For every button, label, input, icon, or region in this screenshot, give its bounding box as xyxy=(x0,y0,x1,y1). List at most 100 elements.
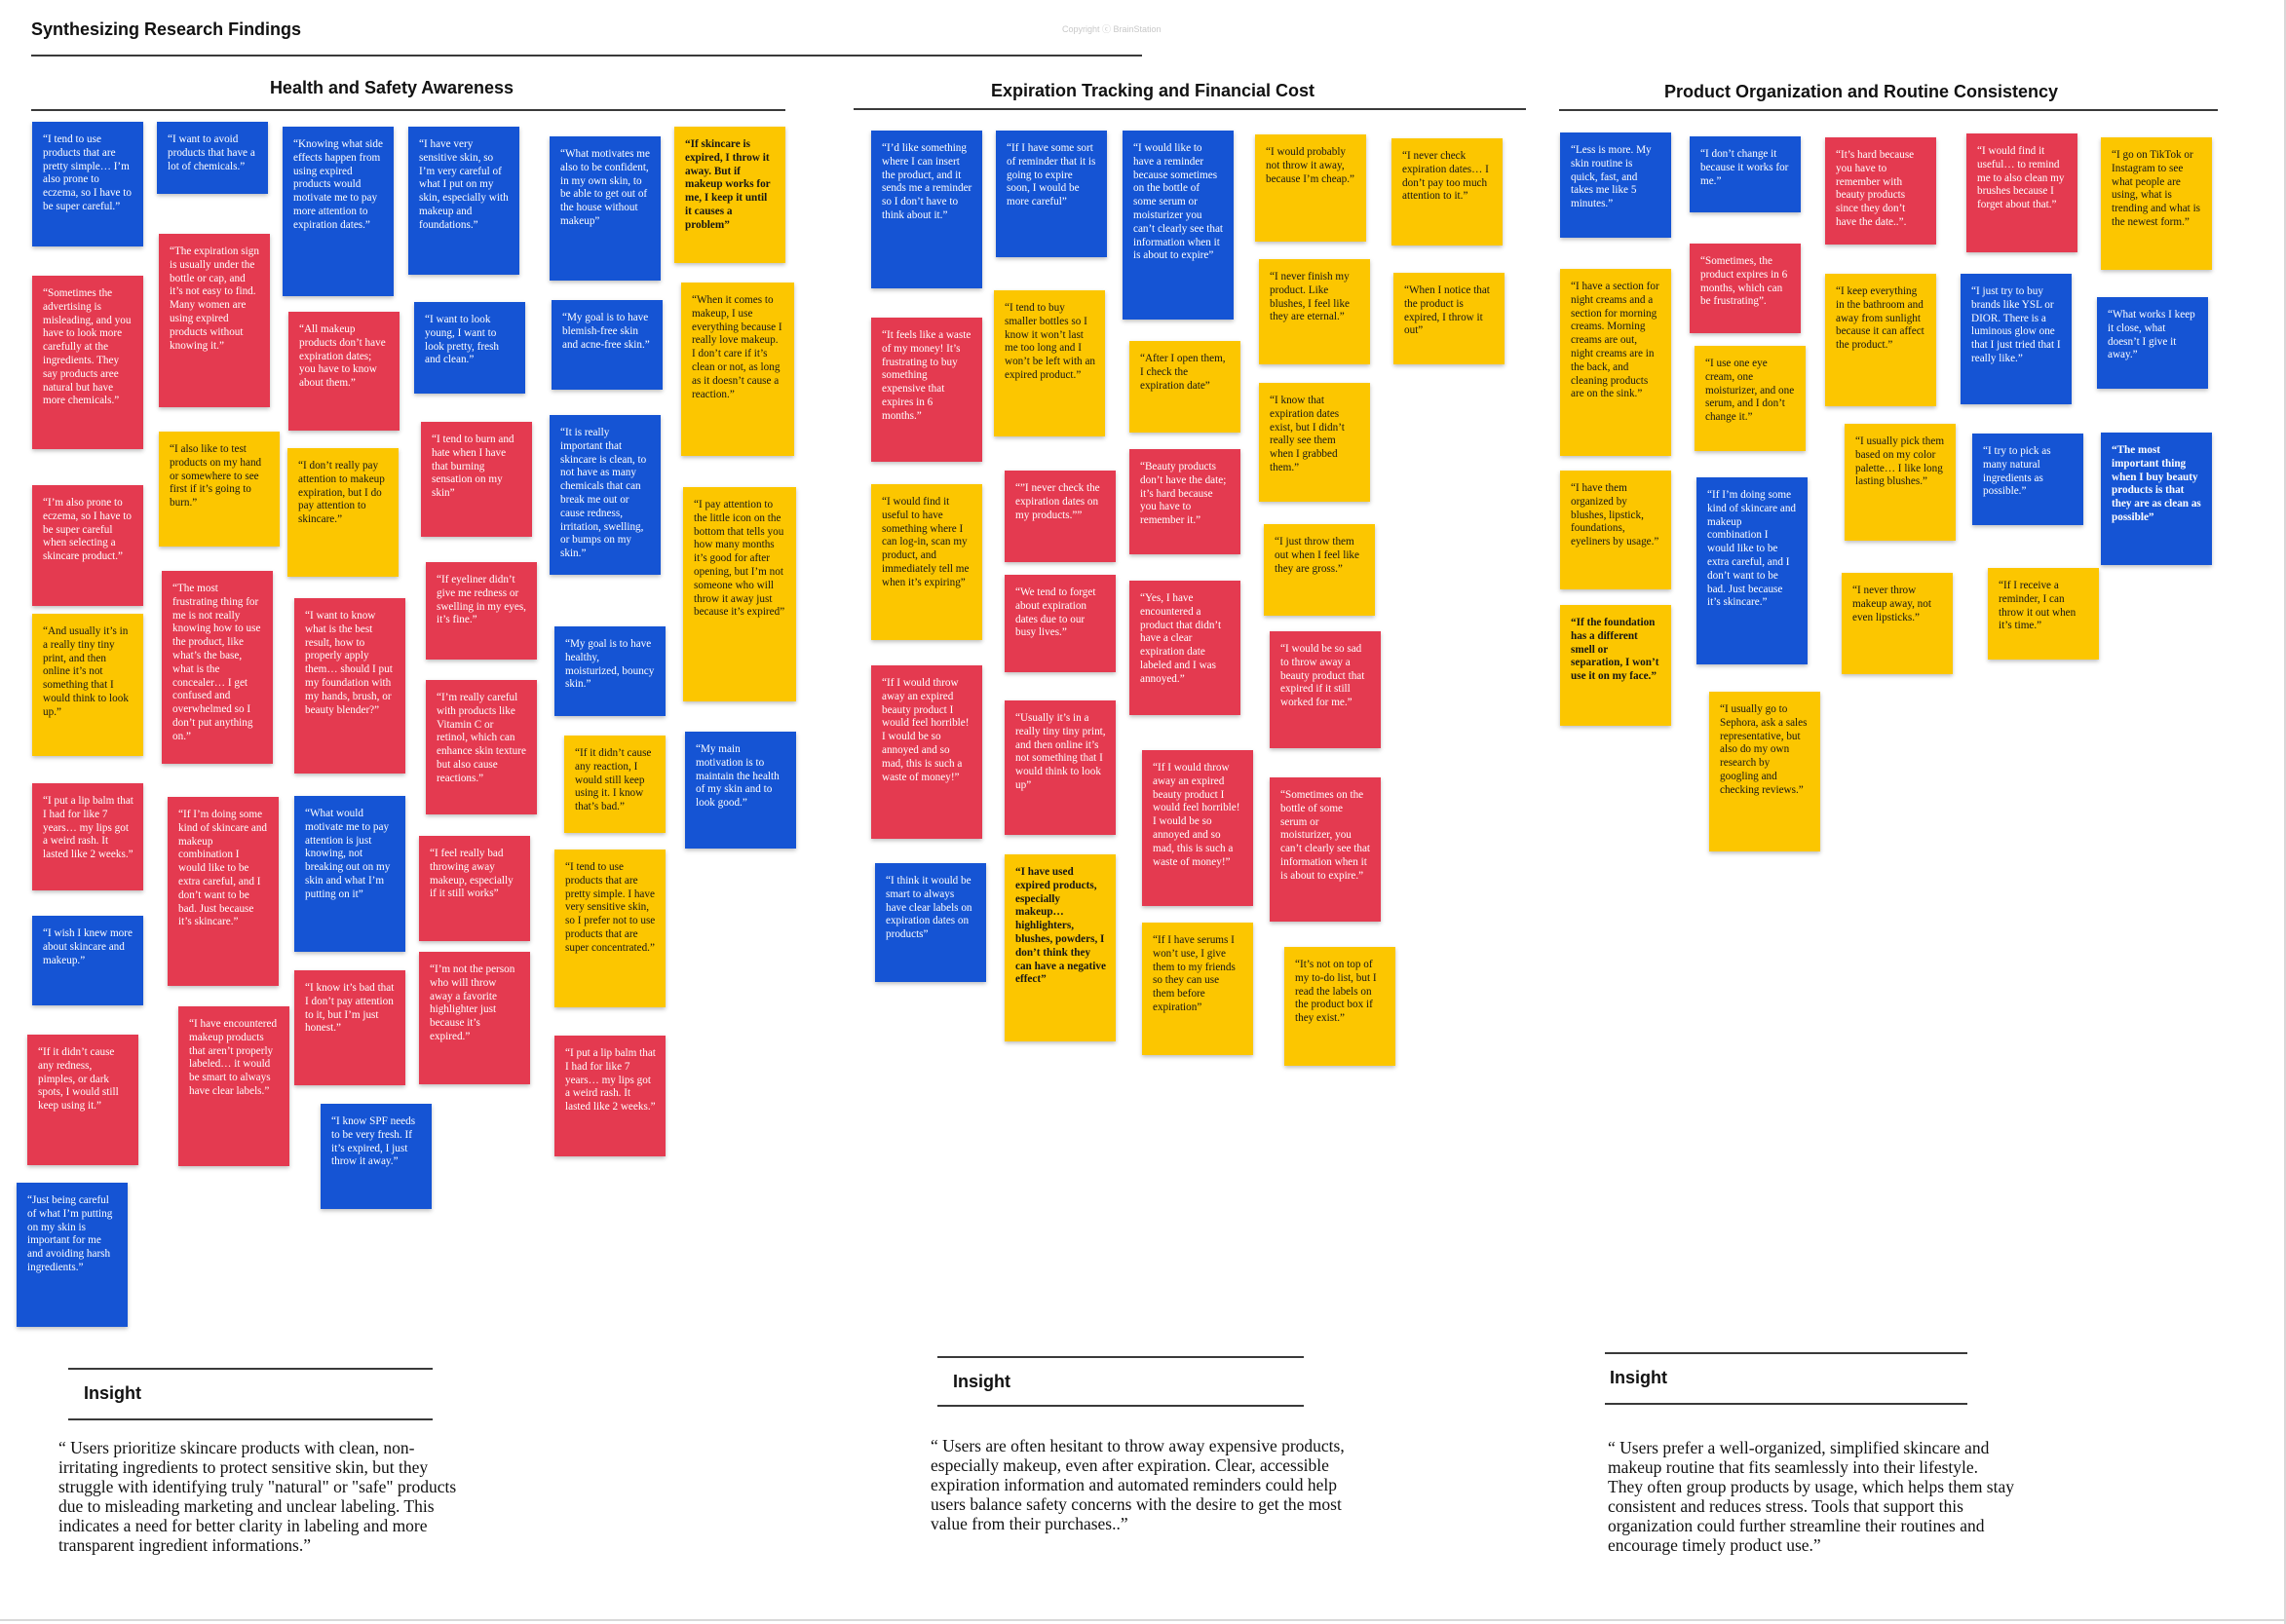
sticky-note[interactable]: “What works I keep it close, what doesn’… xyxy=(2097,297,2208,389)
sticky-note[interactable]: “Knowing what side effects happen from u… xyxy=(283,127,394,296)
sticky-note[interactable]: “Just being careful of what I’m putting … xyxy=(17,1183,128,1327)
sticky-note[interactable]: “All makeup products don’t have expirati… xyxy=(288,312,400,431)
sticky-note[interactable]: “The most frustrating thing for me is no… xyxy=(162,571,273,764)
sticky-note[interactable]: “I’d like something where I can insert t… xyxy=(871,131,982,288)
sticky-note[interactable]: “I have used expired products, especiall… xyxy=(1005,854,1116,1041)
section-title-organization: Product Organization and Routine Consist… xyxy=(1663,82,2059,101)
sticky-note[interactable]: “Less is more. My skin routine is quick,… xyxy=(1560,132,1671,238)
insight-divider-top xyxy=(1605,1352,1967,1354)
sticky-note[interactable]: “It is really important that skincare is… xyxy=(550,415,661,575)
sticky-note[interactable]: “I have a section for night creams and a… xyxy=(1560,269,1671,456)
sticky-note[interactable]: “If it didn’t cause any reaction, I woul… xyxy=(564,736,666,833)
page-title: Synthesizing Research Findings xyxy=(31,19,302,39)
sticky-note[interactable]: “Sometimes the advertising is misleading… xyxy=(32,276,143,449)
sticky-note[interactable]: “I have very sensitive skin, so I’m very… xyxy=(408,127,519,275)
sticky-note[interactable]: “I keep everything in the bathroom and a… xyxy=(1825,274,1936,406)
sticky-note[interactable]: “I try to pick as many natural ingredien… xyxy=(1972,434,2083,525)
sticky-note[interactable]: “I don’t change it because it works for … xyxy=(1690,136,1801,212)
section-divider-organization xyxy=(1559,109,2218,111)
sticky-note[interactable]: “I just try to buy brands like YSL or DI… xyxy=(1961,274,2072,404)
section-title-health-safety: Health and Safety Awareness xyxy=(269,78,514,97)
sticky-note[interactable]: “If I would throw away an expired beauty… xyxy=(871,665,982,839)
sticky-note[interactable]: “I know that expiration dates exist, but… xyxy=(1259,383,1370,502)
sticky-note[interactable]: “I would find it useful… to remind me to… xyxy=(1966,133,2077,252)
sticky-note[interactable]: “Yes, I have encountered a product that … xyxy=(1129,581,1240,715)
insight-label: Insight xyxy=(953,1372,1010,1391)
sticky-note[interactable]: “If I would throw away an expired beauty… xyxy=(1142,750,1253,906)
sticky-note[interactable]: “I tend to use products that are pretty … xyxy=(554,850,666,1007)
sticky-note[interactable]: “We tend to forget about expiration date… xyxy=(1005,575,1116,672)
sticky-note[interactable]: “I don’t really pay attention to makeup … xyxy=(287,448,399,577)
sticky-note[interactable]: “Usually it’s in a really tiny tiny prin… xyxy=(1005,700,1116,835)
sticky-note[interactable]: “I pay attention to the little icon on t… xyxy=(683,487,796,701)
sticky-note[interactable]: “I would like to have a reminder because… xyxy=(1123,131,1234,320)
sticky-note[interactable]: “And usually it’s in a really tiny tiny … xyxy=(32,614,143,756)
sticky-note[interactable]: “I’m really careful with products like V… xyxy=(426,680,537,814)
sticky-note[interactable]: “If I have some sort of reminder that it… xyxy=(996,131,1107,257)
sticky-note[interactable]: “I go on TikTok or Instagram to see what… xyxy=(2101,137,2212,270)
sticky-note[interactable]: “If I’m doing some kind of skincare and … xyxy=(168,797,279,986)
sticky-note[interactable]: “I never check expiration dates… I don’t… xyxy=(1391,138,1503,245)
sticky-note[interactable]: “It feels like a waste of my money! It’s… xyxy=(871,318,982,462)
insight-divider-bottom xyxy=(68,1418,433,1420)
sticky-note[interactable]: “My main motivation is to maintain the h… xyxy=(685,732,796,849)
sticky-note[interactable]: “I would be so sad to throw away a beaut… xyxy=(1270,631,1381,748)
sticky-note[interactable]: “If it didn’t cause any redness, pimples… xyxy=(27,1035,138,1165)
insight-text-health-safety: “ Users prioritize skincare products wit… xyxy=(58,1438,457,1555)
sticky-note[interactable]: “I put a lip balm that I had for like 7 … xyxy=(554,1036,666,1156)
sticky-note[interactable]: “The most important thing when I buy bea… xyxy=(2101,433,2212,565)
sticky-note[interactable]: “I use one eye cream, one moisturizer, a… xyxy=(1695,346,1806,451)
sticky-note[interactable]: “I would probably not throw it away, bec… xyxy=(1255,134,1366,242)
sticky-note[interactable]: “Sometimes, the product expires in 6 mon… xyxy=(1690,244,1801,333)
sticky-note[interactable]: “If skincare is expired, I throw it away… xyxy=(674,127,785,263)
sticky-note[interactable]: “When it comes to makeup, I use everythi… xyxy=(681,283,794,456)
sticky-note[interactable]: “I want to avoid products that have a lo… xyxy=(157,122,268,194)
insight-divider-top xyxy=(937,1356,1304,1358)
sticky-note[interactable]: “I have encountered makeup products that… xyxy=(178,1006,289,1166)
sticky-note[interactable]: “I just throw them out when I feel like … xyxy=(1264,524,1375,616)
sticky-note[interactable]: “I wish I knew more about skincare and m… xyxy=(32,916,143,1005)
sticky-note[interactable]: “I also like to test products on my hand… xyxy=(159,432,280,547)
sticky-note[interactable]: “What would motivate me to pay attention… xyxy=(294,796,405,952)
sticky-note[interactable]: “I tend to use products that are pretty … xyxy=(32,122,143,246)
sticky-note[interactable]: “When I notice that the product is expir… xyxy=(1393,273,1505,364)
sticky-note[interactable]: “I want to know what is the best result,… xyxy=(294,598,405,774)
sticky-note[interactable]: “My goal is to have healthy, moisturized… xyxy=(554,626,666,716)
sticky-note[interactable]: “If the foundation has a different smell… xyxy=(1560,605,1671,726)
sticky-note[interactable]: “My goal is to have blemish-free skin an… xyxy=(552,300,663,390)
sticky-note[interactable]: “”I never check the expiration dates on … xyxy=(1005,471,1116,562)
copyright-watermark: Copyright ⓒ BrainStation xyxy=(1062,24,1162,34)
sticky-note[interactable]: “I usually go to Sephora, ask a sales re… xyxy=(1709,692,1820,851)
sticky-note[interactable]: “If eyeliner didn’t give me redness or s… xyxy=(426,562,537,660)
title-divider xyxy=(31,55,1142,57)
sticky-note[interactable]: “I know it’s bad that I don’t pay attent… xyxy=(294,970,405,1085)
section-divider-health-safety xyxy=(31,109,785,111)
sticky-note[interactable]: “I think it would be smart to always hav… xyxy=(875,863,986,982)
sticky-note[interactable]: “The expiration sign is usually under th… xyxy=(159,234,270,407)
sticky-note[interactable]: “I never finish my product. Like blushes… xyxy=(1259,259,1370,364)
sticky-note[interactable]: “If I’m doing some kind of skincare and … xyxy=(1696,477,1808,664)
board-edge xyxy=(2284,0,2286,1624)
section-title-expiration: Expiration Tracking and Financial Cost xyxy=(990,81,1315,100)
sticky-note[interactable]: “I feel really bad throwing away makeup,… xyxy=(419,836,530,941)
sticky-note[interactable]: “If I receive a reminder, I can throw it… xyxy=(1988,568,2099,660)
sticky-note[interactable]: “What motivates me also to be confident,… xyxy=(550,136,661,281)
sticky-note[interactable]: “I have them organized by blushes, lipst… xyxy=(1560,471,1671,589)
sticky-note[interactable]: “After I open them, I check the expirati… xyxy=(1129,341,1240,433)
sticky-note[interactable]: “It’s not on top of my to-do list, but I… xyxy=(1284,947,1395,1066)
sticky-note[interactable]: “I’m also prone to eczema, so I have to … xyxy=(32,485,143,606)
sticky-note[interactable]: “I put a lip balm that I had for like 7 … xyxy=(32,783,143,890)
sticky-note[interactable]: “I tend to burn and hate when I have tha… xyxy=(421,422,532,537)
sticky-note[interactable]: “I tend to buy smaller bottles so I know… xyxy=(994,290,1105,436)
sticky-note[interactable]: “I never throw makeup away, not even lip… xyxy=(1842,573,1953,674)
sticky-note[interactable]: “I usually pick them based on my color p… xyxy=(1845,424,1956,541)
sticky-note[interactable]: “Beauty products don’t have the date; it… xyxy=(1129,449,1240,554)
sticky-note[interactable]: “If I have serums I won’t use, I give th… xyxy=(1142,923,1253,1055)
sticky-note[interactable]: “Sometimes on the bottle of some serum o… xyxy=(1270,777,1381,922)
sticky-note[interactable]: “I would find it useful to have somethin… xyxy=(871,484,982,640)
sticky-note[interactable]: “I know SPF needs to be very fresh. If i… xyxy=(321,1104,432,1209)
sticky-note[interactable]: “It’s hard because you have to remember … xyxy=(1825,137,1936,245)
sticky-note[interactable]: “I’m not the person who will throw away … xyxy=(419,952,530,1084)
sticky-note[interactable]: “I want to look young, I want to look pr… xyxy=(414,302,525,394)
